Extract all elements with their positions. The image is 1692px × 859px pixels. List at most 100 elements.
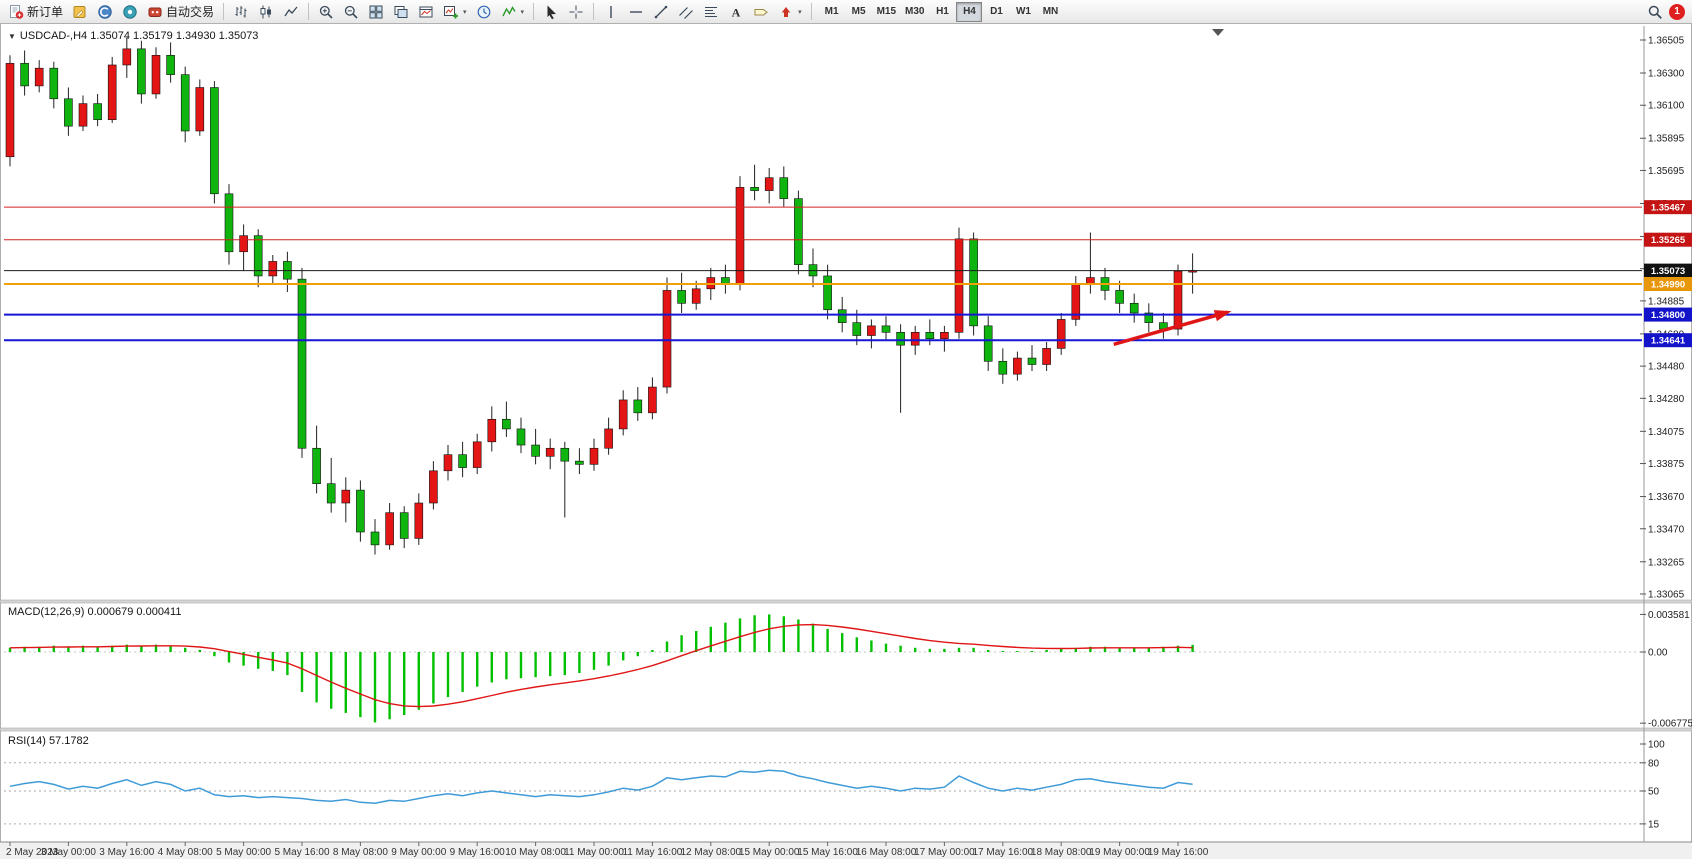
price-tag-label: 1.35073 [1651, 266, 1685, 277]
candle [1188, 253, 1197, 294]
timeframe-m1[interactable]: M1 [819, 2, 845, 22]
candle [983, 316, 993, 371]
candle [1144, 303, 1154, 333]
price-axis-label: 1.35895 [1648, 134, 1685, 145]
candle [867, 319, 876, 349]
time-axis-label: 2 May 2023 [6, 847, 59, 858]
cascade-windows-button[interactable] [389, 1, 413, 22]
tile-windows-button[interactable] [364, 1, 388, 22]
candle [764, 168, 774, 204]
text-icon: A [732, 5, 741, 19]
candle [210, 81, 219, 204]
candle [297, 267, 307, 458]
indicators-button[interactable]: ▾ [497, 1, 529, 22]
zoom-in-button[interactable] [314, 1, 338, 22]
trend-arrow[interactable] [1113, 310, 1229, 347]
toolbar: 新订单 自动交易 ▾ [0, 0, 1692, 24]
new-chart-button[interactable]: ▾ [439, 1, 471, 22]
text-button[interactable]: A [724, 1, 748, 22]
candle [239, 224, 248, 272]
macd-pane[interactable]: 0.003581 0.00 -0.006775 [4, 610, 1692, 730]
bar-chart-button[interactable] [229, 1, 253, 22]
line-chart-button[interactable] [279, 1, 303, 22]
autotrading-label: 自动交易 [166, 5, 215, 19]
candle [618, 390, 628, 436]
candle [122, 37, 132, 78]
autotrading-button[interactable]: 自动交易 [143, 1, 218, 22]
trendline-button[interactable] [649, 1, 673, 22]
zoom-out-icon [344, 5, 358, 19]
candle [750, 164, 759, 201]
tile-windows-icon [369, 5, 383, 18]
rsi-axis-label: 80 [1648, 758, 1660, 769]
time-axis-label: 5 May 16:00 [274, 847, 329, 858]
candle [545, 438, 555, 470]
timeframe-m15[interactable]: M15 [873, 2, 900, 22]
metaeditor-icon [73, 5, 86, 18]
timeframe-m30[interactable]: M30 [901, 2, 928, 22]
price-tag [1644, 307, 1692, 322]
horizontal-line-button[interactable] [624, 1, 648, 22]
price-axis-label: 1.35695 [1648, 166, 1685, 177]
panel-divider[interactable] [0, 599, 1692, 604]
candle [531, 428, 540, 465]
candlestick-chart-button[interactable] [254, 1, 278, 22]
price-tag [1644, 232, 1692, 247]
chart-window-icon [419, 6, 433, 17]
macd-label: MACD(12,26,9) 0.000679 0.000411 [8, 606, 182, 618]
candle [589, 438, 599, 471]
candle [808, 248, 818, 288]
price-axis-label: 1.33670 [1648, 492, 1685, 503]
candlestick-icon [260, 5, 272, 18]
candle [385, 503, 394, 550]
timeframe-d1[interactable]: D1 [983, 2, 1009, 22]
metaeditor-button[interactable] [68, 1, 92, 22]
cursor-icon [547, 5, 557, 19]
timeframe-m5[interactable]: M5 [846, 2, 872, 22]
channel-button[interactable] [674, 1, 698, 22]
candle [64, 87, 73, 136]
price-tag-label: 1.34800 [1651, 310, 1685, 321]
timeframe-h1[interactable]: H1 [929, 2, 955, 22]
notification-badge[interactable]: 1 [1669, 3, 1685, 20]
candle [20, 50, 29, 96]
chart-shift-marker[interactable] [1212, 29, 1224, 36]
price-axis-label: 1.36300 [1648, 69, 1685, 80]
timeframe-w1[interactable]: W1 [1010, 2, 1036, 22]
fibonacci-button[interactable] [699, 1, 723, 22]
time-axis-label: 19 May 16:00 [1148, 847, 1209, 858]
candle [575, 448, 584, 475]
period-button[interactable] [472, 1, 496, 22]
community-button[interactable] [93, 1, 117, 22]
price-tag [1644, 263, 1692, 278]
timeframe-mn[interactable]: MN [1037, 2, 1063, 22]
main-chart-pane[interactable] [5, 29, 1224, 555]
candle [326, 457, 336, 513]
panel-divider[interactable] [0, 727, 1692, 732]
toolbar-separator [593, 3, 595, 20]
macd-axis-label: -0.006775 [1648, 719, 1692, 730]
equidistant-channel-icon [679, 6, 693, 19]
arrows-icon [781, 6, 791, 17]
arrows-button[interactable]: ▾ [774, 1, 806, 22]
vertical-line-button[interactable] [599, 1, 623, 22]
candle [779, 166, 789, 207]
market-button[interactable] [118, 1, 142, 22]
zoom-out-button[interactable] [339, 1, 363, 22]
price-axis-label: 1.36100 [1648, 101, 1685, 112]
price-axis-label: 1.34280 [1648, 394, 1685, 405]
new-order-button[interactable]: 新订单 [4, 1, 67, 22]
rsi-pane[interactable]: 100 80 50 15 [4, 740, 1665, 831]
time-axis-strip [0, 842, 1692, 859]
candle [224, 184, 234, 265]
timeframe-h4[interactable]: H4 [956, 1, 983, 22]
cursor-button[interactable] [539, 1, 563, 22]
symbol-dropdown-caret[interactable]: ▼ [8, 32, 16, 41]
search-button[interactable] [1643, 1, 1667, 22]
crosshair-button[interactable] [564, 1, 588, 22]
chart-window-button[interactable] [414, 1, 438, 22]
time-axis-label: 9 May 00:00 [391, 847, 446, 858]
label-button[interactable] [749, 1, 773, 22]
